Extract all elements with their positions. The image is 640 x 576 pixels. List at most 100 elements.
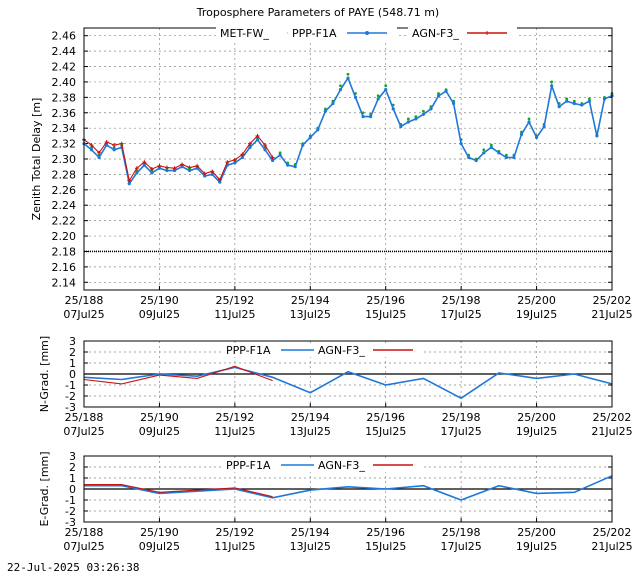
x-tick-label-date: 07Jul25	[63, 308, 104, 321]
x-tick-label-doy: 25/198	[442, 526, 481, 539]
data-point-agn	[112, 143, 117, 148]
y-tick-label: 2.20	[52, 230, 77, 243]
data-point-ppp	[459, 141, 463, 146]
legend-marker-ppp	[365, 31, 369, 35]
x-tick-label-doy: 25/192	[216, 294, 255, 307]
data-point-agn	[97, 150, 102, 155]
plot-frame	[83, 340, 613, 408]
data-point-ppp	[210, 172, 214, 177]
legend-label: PPP-F1A	[292, 27, 337, 40]
x-tick-label-date: 09Jul25	[139, 308, 180, 321]
data-point-ppp	[89, 148, 94, 152]
data-point-ppp	[602, 97, 607, 101]
data-point-met	[384, 84, 388, 88]
data-point-agn	[202, 171, 207, 176]
data-point-agn	[225, 160, 230, 165]
data-point-agn	[119, 141, 124, 146]
y-tick-label: 2.42	[52, 61, 77, 74]
data-point-ppp	[444, 89, 448, 93]
data-point-agn	[149, 167, 154, 172]
data-point-met	[278, 151, 282, 155]
legend-bg	[314, 343, 423, 357]
y-axis-label: N-Grad. [mm]	[38, 336, 51, 412]
x-tick-label-doy: 25/200	[517, 294, 556, 307]
y-tick-label: 2.38	[52, 91, 77, 104]
data-point-ppp	[489, 145, 493, 150]
y-tick-label: -1	[65, 379, 76, 392]
x-tick-label-date: 11Jul25	[214, 425, 255, 438]
data-point-agn	[240, 152, 245, 157]
x-tick-label-date: 13Jul25	[290, 425, 331, 438]
data-point-ppp	[414, 117, 418, 121]
x-tick-label-doy: 25/196	[366, 526, 405, 539]
data-point-ppp	[255, 138, 260, 142]
data-point-ppp	[331, 101, 335, 106]
data-point-ppp	[497, 151, 501, 155]
data-point-agn	[142, 160, 147, 165]
data-point-agn	[104, 140, 109, 145]
x-tick-label-doy: 25/198	[442, 294, 481, 307]
data-point-ppp	[406, 120, 410, 124]
legend: PPP-F1A AGN-F3_	[222, 343, 423, 357]
data-point-ppp	[150, 171, 154, 175]
data-point-ppp	[504, 155, 508, 160]
x-tick-label-doy: 25/190	[140, 411, 179, 424]
x-tick-label-date: 15Jul25	[365, 540, 406, 553]
legend: PPP-F1A AGN-F3_	[222, 458, 423, 472]
legend-label: AGN-F3_	[318, 344, 365, 357]
x-tick-label-date: 09Jul25	[139, 540, 180, 553]
data-point-met	[565, 97, 569, 101]
x-tick-label-doy: 25/192	[216, 526, 255, 539]
data-point-met	[505, 153, 508, 157]
data-point-ppp	[293, 165, 297, 169]
legend-marker-agn	[485, 31, 489, 35]
series-line-agn	[84, 484, 273, 498]
data-point-ppp	[527, 120, 531, 124]
x-tick-label-date: 17Jul25	[441, 308, 482, 321]
y-tick-label: -1	[65, 494, 76, 507]
y-tick-label: 2.28	[52, 168, 77, 181]
legend-label: AGN-F3_	[318, 459, 365, 472]
x-tick-label-doy: 25/196	[366, 294, 405, 307]
legend-label: AGN-F3_	[412, 27, 459, 40]
data-point-ppp	[203, 174, 207, 178]
data-point-ppp	[519, 132, 524, 136]
legend: MET-FW_ PPP-F1A AGN-F3_	[216, 26, 517, 40]
data-point-met	[527, 117, 531, 121]
legend-bg	[408, 26, 517, 40]
x-tick-label-date: 13Jul25	[290, 540, 331, 553]
x-tick-label-doy: 25/198	[442, 411, 481, 424]
y-tick-label: -2	[65, 390, 76, 403]
legend-bg	[314, 458, 423, 472]
data-point-ppp	[452, 101, 456, 106]
data-point-agn	[217, 177, 222, 182]
x-tick-label-date: 11Jul25	[214, 540, 255, 553]
data-point-ppp	[346, 76, 350, 80]
data-point-ppp	[587, 99, 591, 103]
legend-bg	[288, 26, 397, 40]
y-tick-label: 0	[69, 483, 76, 496]
legend-label: PPP-F1A	[226, 344, 271, 357]
data-point-ppp	[180, 165, 184, 169]
x-tick-label-date: 19Jul25	[516, 308, 557, 321]
data-point-agn	[195, 163, 200, 168]
x-tick-label-date: 17Jul25	[441, 540, 482, 553]
y-tick-label: 3	[69, 335, 76, 348]
x-tick-label-doy: 25/194	[291, 526, 330, 539]
y-tick-label: 2.24	[52, 199, 77, 212]
data-point-met	[112, 146, 116, 149]
data-point-ppp	[565, 99, 569, 103]
data-point-ppp	[376, 97, 380, 101]
data-point-agn	[157, 163, 162, 168]
legend-label: PPP-F1A	[226, 459, 271, 472]
data-point-agn	[180, 162, 185, 167]
x-tick-label-doy: 25/194	[291, 411, 330, 424]
data-point-agn	[270, 155, 275, 160]
data-point-ppp	[263, 148, 267, 152]
data-point-ppp	[142, 163, 146, 167]
data-point-met	[482, 148, 486, 152]
y-axis-label: E-Grad. [mm]	[38, 451, 51, 526]
